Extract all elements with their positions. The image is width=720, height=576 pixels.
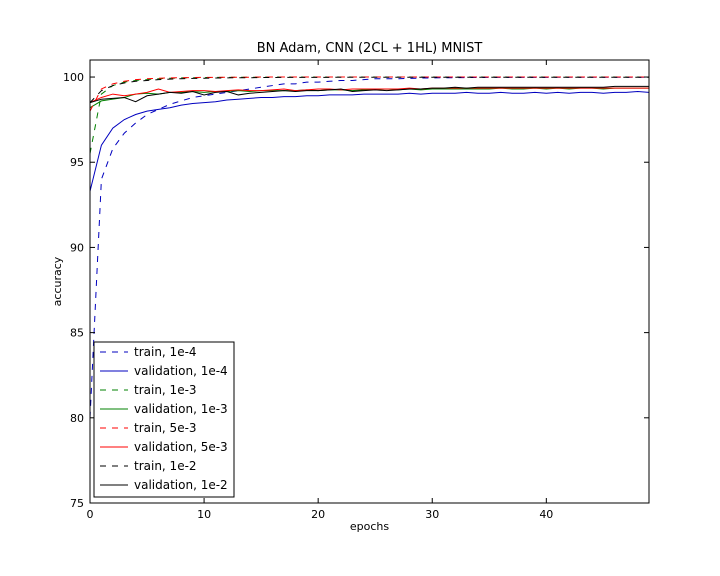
y-axis-label: accuracy bbox=[51, 256, 64, 306]
x-axis-label: epochs bbox=[350, 520, 389, 533]
legend-label-5: validation, 5e-3 bbox=[134, 440, 228, 454]
y-tick-label: 95 bbox=[70, 156, 84, 169]
legend-label-1: validation, 1e-4 bbox=[134, 364, 228, 378]
x-tick-label: 30 bbox=[425, 508, 439, 521]
chart-title: BN Adam, CNN (2CL + 1HL) MNIST bbox=[257, 41, 483, 56]
series-line-1 bbox=[90, 92, 649, 192]
legend-label-7: validation, 1e-2 bbox=[134, 478, 228, 492]
legend-label-6: train, 1e-2 bbox=[134, 459, 197, 473]
y-tick-label: 100 bbox=[63, 71, 84, 84]
x-tick-label: 20 bbox=[311, 508, 325, 521]
x-tick-label: 10 bbox=[197, 508, 211, 521]
y-tick-label: 80 bbox=[70, 412, 84, 425]
x-tick-label: 40 bbox=[539, 508, 553, 521]
y-tick-label: 75 bbox=[70, 497, 84, 510]
legend-label-4: train, 5e-3 bbox=[134, 421, 197, 435]
x-tick-label: 0 bbox=[87, 508, 94, 521]
y-tick-label: 85 bbox=[70, 327, 84, 340]
legend: train, 1e-4 validation, 1e-4 train, 1e-3 va… bbox=[94, 342, 234, 497]
series-line-3 bbox=[90, 88, 649, 108]
legend-label-0: train, 1e-4 bbox=[134, 345, 197, 359]
y-tick-label: 90 bbox=[70, 241, 84, 254]
legend-label-2: train, 1e-3 bbox=[134, 383, 197, 397]
legend-label-3: validation, 1e-3 bbox=[134, 402, 228, 416]
